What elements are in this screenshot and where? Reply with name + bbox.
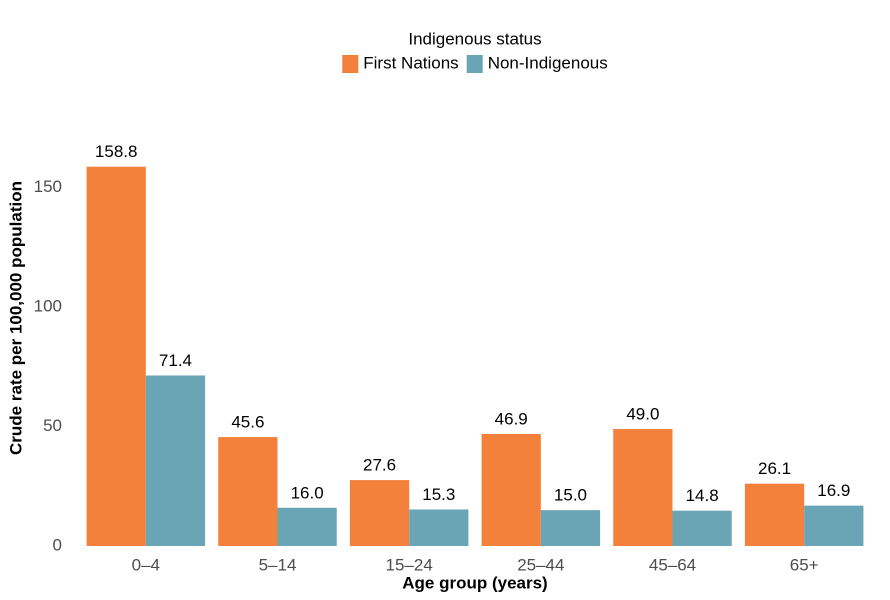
- y-tick-label: 150: [34, 177, 62, 196]
- x-tick-label: 15–24: [386, 555, 433, 574]
- legend: First Nations Non-Indigenous: [342, 53, 608, 73]
- value-label: 15.0: [554, 486, 587, 505]
- x-tick-label: 0–4: [132, 555, 160, 574]
- legend-label: First Nations: [363, 53, 458, 72]
- bar: [218, 437, 278, 546]
- y-tick-label: 0: [53, 535, 62, 554]
- legend-swatch: [466, 55, 483, 73]
- value-label: 46.9: [495, 409, 528, 428]
- bar: [481, 433, 541, 546]
- value-label: 16.9: [817, 481, 850, 500]
- value-label: 49.0: [626, 404, 659, 423]
- bar: [672, 510, 732, 546]
- bar: [145, 375, 206, 546]
- legend-label: Non-Indigenous: [488, 53, 608, 72]
- value-label: 45.6: [231, 413, 264, 432]
- bar: [744, 483, 805, 546]
- value-label: 158.8: [95, 142, 138, 161]
- y-axis-title: Crude rate per 100,000 population: [6, 181, 25, 455]
- bar: [86, 166, 146, 546]
- value-label: 15.3: [422, 485, 455, 504]
- value-label: 71.4: [159, 351, 192, 370]
- bar: [613, 428, 673, 546]
- x-tick-label: 25–44: [517, 555, 564, 574]
- bar: [277, 507, 337, 546]
- value-label: 27.6: [363, 456, 396, 475]
- legend-title: Indigenous status: [408, 29, 541, 48]
- value-label: 14.8: [686, 486, 719, 505]
- legend-swatch: [342, 55, 359, 73]
- value-label: 26.1: [758, 459, 791, 478]
- x-tick-label: 65+: [790, 555, 819, 574]
- y-tick-label: 100: [34, 297, 62, 316]
- x-tick-label: 45–64: [649, 555, 696, 574]
- bar: [349, 480, 410, 546]
- bar: [409, 509, 469, 546]
- y-tick-label: 50: [43, 416, 62, 435]
- bar: [804, 505, 864, 546]
- x-tick-label: 5–14: [259, 555, 297, 574]
- value-label: 16.0: [291, 483, 324, 502]
- x-axis-title: Age group (years): [402, 573, 547, 592]
- bar: [540, 510, 601, 546]
